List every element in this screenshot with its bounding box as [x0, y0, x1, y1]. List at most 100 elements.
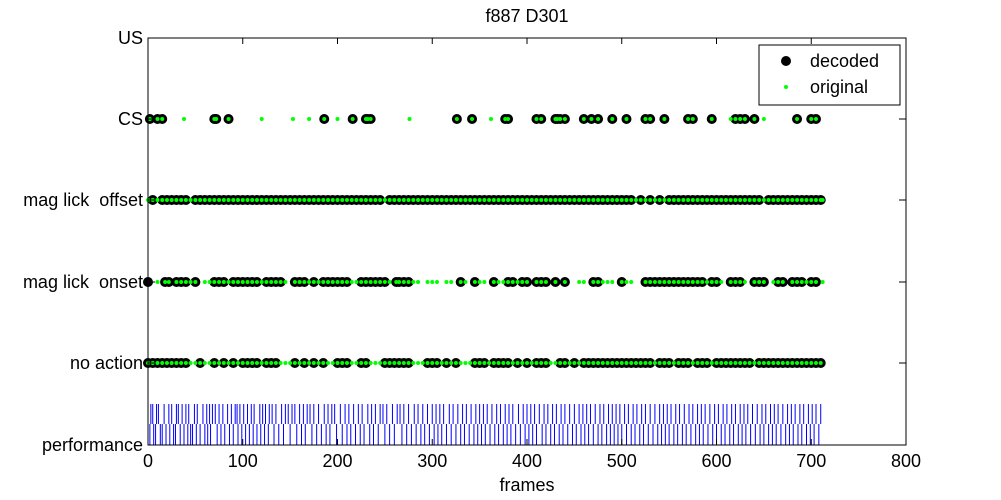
original-point	[643, 361, 648, 365]
original-point	[155, 280, 160, 284]
original-point	[387, 198, 392, 202]
original-point	[250, 361, 255, 365]
original-point	[785, 361, 790, 365]
original-point	[804, 361, 809, 365]
original-point	[472, 361, 477, 365]
original-point	[671, 198, 676, 202]
original-point	[562, 280, 567, 284]
original-point	[624, 198, 629, 202]
original-point	[690, 280, 695, 284]
original-point	[269, 361, 274, 365]
original-point	[705, 198, 710, 202]
original-point	[709, 280, 714, 284]
original-point	[643, 280, 648, 284]
original-point	[648, 361, 653, 365]
original-point	[487, 361, 492, 365]
original-point	[529, 361, 534, 365]
original-point	[335, 361, 340, 365]
original-point	[212, 198, 217, 202]
original-point	[705, 280, 710, 284]
x-tick-label: 300	[417, 451, 447, 471]
original-point	[681, 361, 686, 365]
original-point	[359, 280, 364, 284]
original-point	[780, 198, 785, 202]
original-point	[444, 361, 449, 365]
original-point	[714, 198, 719, 202]
original-point	[179, 280, 184, 284]
original-point	[373, 361, 378, 365]
original-point	[818, 361, 823, 365]
original-point	[515, 361, 520, 365]
y-tick-label: CS	[118, 109, 143, 129]
original-point	[558, 198, 563, 202]
original-point	[221, 280, 226, 284]
original-point	[359, 361, 364, 365]
original-point	[245, 361, 250, 365]
original-point	[610, 198, 615, 202]
original-point	[591, 198, 596, 202]
original-point	[553, 361, 558, 365]
original-point	[307, 198, 312, 202]
original-point	[728, 198, 733, 202]
y-tick-label: US	[118, 28, 143, 48]
x-axis: 0 100 200 300 400 500 600 700 800	[143, 38, 921, 471]
original-point	[728, 280, 733, 284]
original-point	[520, 361, 525, 365]
original-point	[411, 280, 416, 284]
original-point	[169, 198, 174, 202]
original-point	[322, 117, 327, 121]
original-point	[214, 117, 219, 121]
original-point	[378, 198, 383, 202]
original-point	[482, 280, 487, 284]
original-point	[439, 198, 444, 202]
original-point	[198, 361, 203, 365]
original-point	[236, 361, 241, 365]
original-point	[742, 117, 747, 121]
original-point	[397, 361, 402, 365]
original-point	[705, 361, 710, 365]
original-point	[155, 117, 160, 121]
original-point	[667, 361, 672, 365]
original-point	[752, 198, 757, 202]
original-point	[378, 280, 383, 284]
original-point	[525, 198, 529, 202]
original-point	[349, 280, 354, 284]
original-point	[449, 361, 454, 365]
original-point	[463, 198, 468, 202]
original-point	[354, 280, 359, 284]
original-point	[543, 280, 548, 284]
original-point	[728, 117, 733, 121]
original-point	[183, 280, 188, 284]
original-point	[662, 280, 667, 284]
original-point	[226, 117, 231, 121]
original-point	[525, 361, 529, 365]
original-point	[458, 361, 463, 365]
original-point	[350, 117, 355, 121]
original-point	[468, 361, 473, 365]
original-point	[596, 198, 601, 202]
original-point	[799, 198, 804, 202]
original-point	[354, 361, 359, 365]
original-point	[349, 198, 354, 202]
original-point	[733, 361, 738, 365]
original-point	[577, 361, 582, 365]
original-point	[373, 280, 378, 284]
original-point	[155, 361, 160, 365]
original-point	[359, 198, 364, 202]
original-point	[387, 280, 392, 284]
original-point	[795, 198, 800, 202]
original-point	[425, 361, 430, 365]
original-point	[363, 361, 368, 365]
original-point	[558, 117, 563, 121]
original-point	[733, 198, 738, 202]
original-point	[264, 198, 269, 202]
original-point	[254, 361, 259, 365]
original-point	[728, 361, 733, 365]
original-point	[463, 361, 468, 365]
original-point	[757, 361, 762, 365]
original-point	[477, 361, 482, 365]
original-point	[506, 117, 511, 121]
original-point	[671, 280, 676, 284]
legend-original-marker	[784, 85, 788, 89]
original-point	[577, 198, 582, 202]
